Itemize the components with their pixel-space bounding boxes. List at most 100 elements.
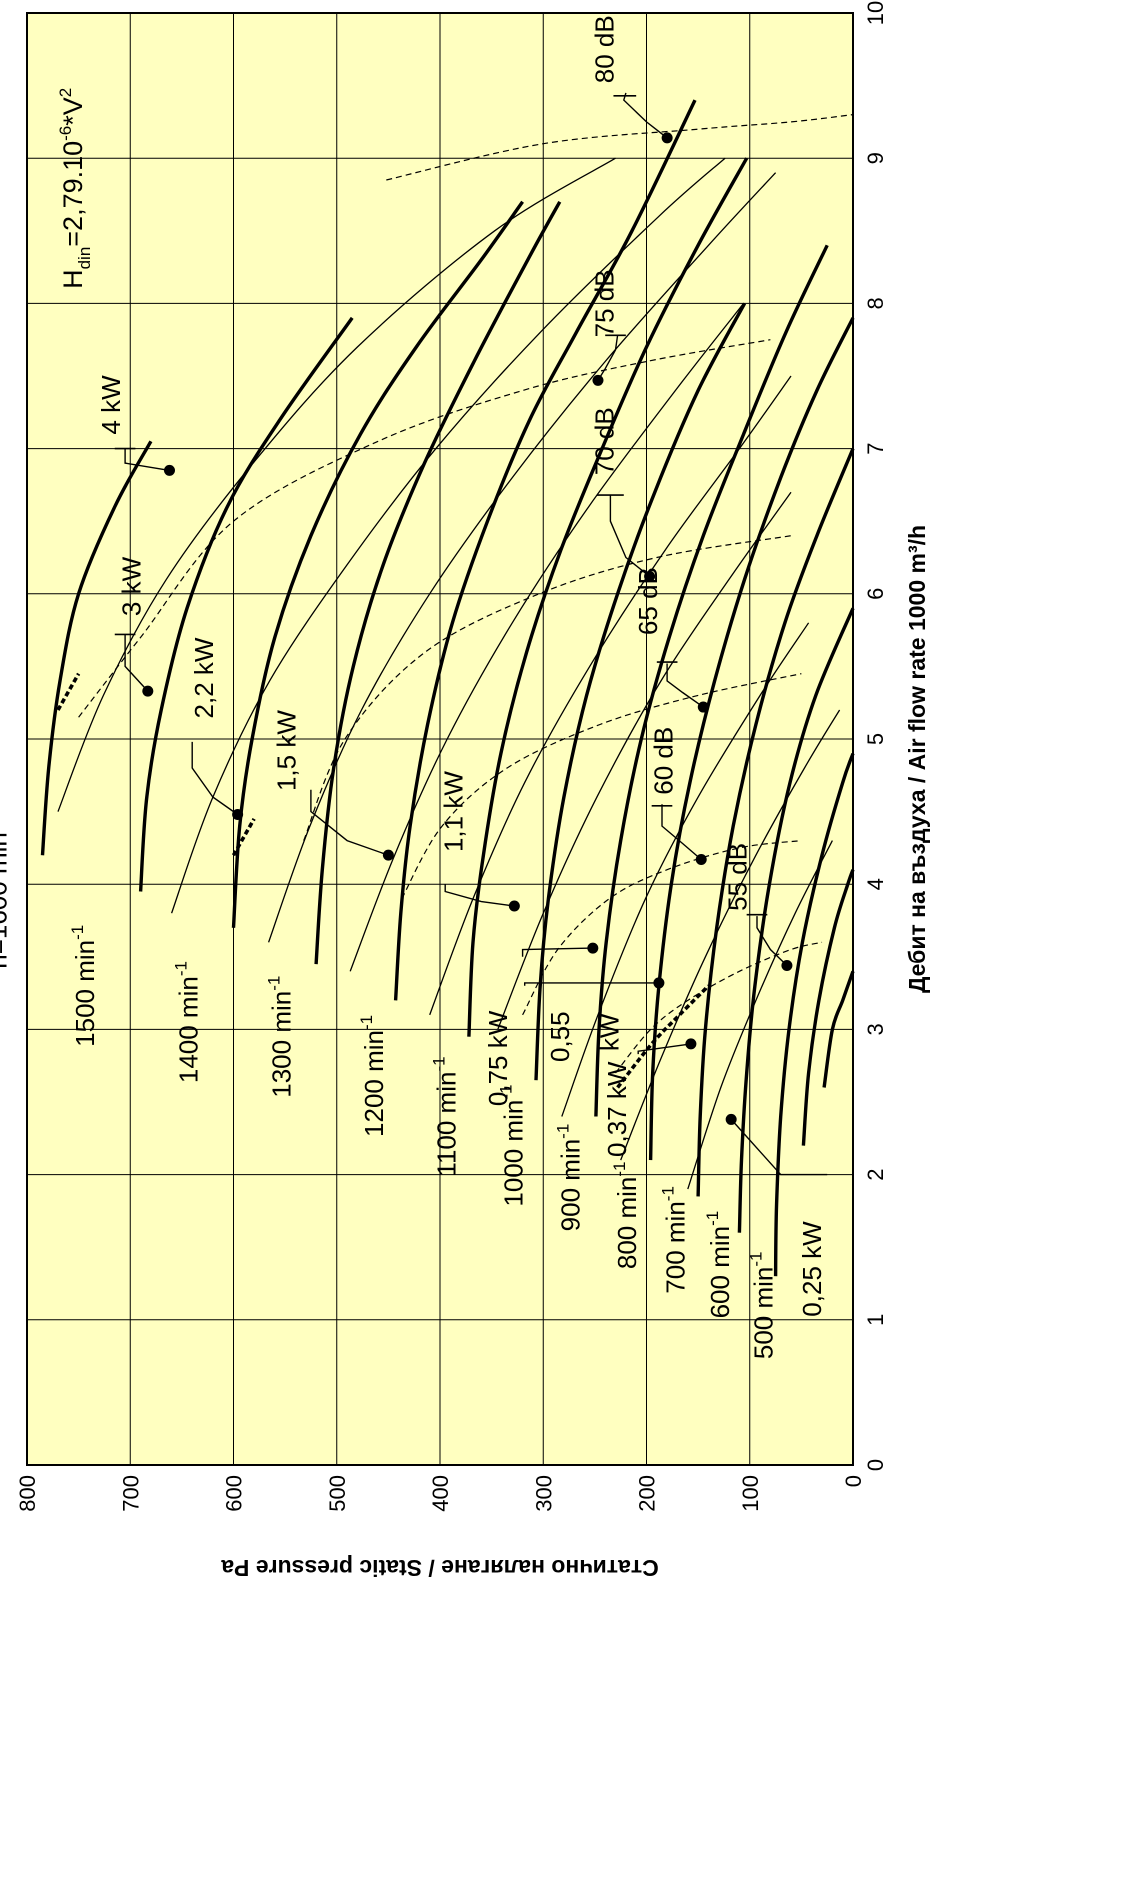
leader-line xyxy=(756,916,788,967)
y-tick-label: 500 xyxy=(325,1475,350,1512)
curve-label: 75 dB xyxy=(590,269,620,337)
speed-curve xyxy=(534,302,747,1081)
speed-curve-extension xyxy=(822,970,855,1088)
curve-label-superscript: -1 xyxy=(747,1251,766,1266)
curve-label-text: 3 kW xyxy=(117,556,147,616)
curve-label: 1000 min-1 xyxy=(497,1085,529,1207)
curve-label: 3 kW xyxy=(117,556,147,616)
curve-label: 1500 min-1 xyxy=(68,925,100,1047)
x-tick-label: 10 xyxy=(863,1,888,25)
curve-label: 2,2 kW xyxy=(189,637,219,718)
y-tick-label: 100 xyxy=(738,1475,763,1512)
curve-label-text: 1200 min xyxy=(359,1030,389,1137)
curve-label: 1,5 kW xyxy=(271,710,301,791)
curve-label-text: 1,5 kW xyxy=(271,710,301,791)
formula-tail: *V xyxy=(58,97,88,126)
x-tick-label: 7 xyxy=(863,442,888,454)
y-tick-label: 700 xyxy=(118,1475,143,1512)
curve-label: 4 kW xyxy=(96,375,126,435)
curve-label-text: 1000 min xyxy=(499,1100,529,1207)
leader-line xyxy=(444,884,515,907)
curve-label: 0,55 xyxy=(545,1011,575,1062)
curve-label: 70 dB xyxy=(590,407,620,475)
curve-label-superscript: -1 xyxy=(68,925,87,940)
speed-curve xyxy=(393,99,697,1001)
curve-label-text: 4 kW xyxy=(96,375,126,435)
leader-line xyxy=(609,495,651,577)
curve-label-text: 75 dB xyxy=(590,269,620,337)
y-tick-label: 600 xyxy=(222,1475,247,1512)
x-tick-label: 0 xyxy=(863,1459,888,1471)
curve-layer xyxy=(40,99,855,1277)
curve-label-superscript: -1 xyxy=(610,1161,629,1176)
curve-label: 0,75 kW xyxy=(483,1010,513,1106)
curve-label-text: kW xyxy=(595,1013,625,1051)
curve-label-text: 800 min xyxy=(612,1177,642,1270)
x-axis-title: Дебит на въздуха / Air flow rate 1000 m³… xyxy=(904,525,930,993)
y-tick-label: 400 xyxy=(428,1475,453,1512)
curve-label-text: 1,1 kW xyxy=(439,771,469,852)
curve-label: 1400 min-1 xyxy=(171,961,203,1083)
curve-label-superscript: -1 xyxy=(264,976,283,991)
leader-dot xyxy=(781,960,793,972)
formula-label: Hdin=2,79.10-6*V2 xyxy=(56,88,94,289)
axis-layer: 0123456789100100200300400500600700800Деб… xyxy=(15,1,930,1581)
curve-label-text: 1400 min xyxy=(173,976,203,1083)
curve-label-text: 900 min xyxy=(555,1139,585,1232)
leader-line xyxy=(666,663,704,708)
leader-line xyxy=(597,335,619,381)
curve-label-text: 65 dB xyxy=(633,567,663,635)
leader-line xyxy=(191,741,239,816)
curve-label: 1300 min-1 xyxy=(264,976,296,1098)
curve-label-text: 0,37 kW xyxy=(602,1061,632,1157)
formula-exponent: 2 xyxy=(56,88,75,97)
speed-curve xyxy=(773,752,855,1277)
leader-dot xyxy=(592,374,604,386)
curve-label-text: 1300 min xyxy=(266,991,296,1098)
noise-curve xyxy=(522,840,802,1016)
x-tick-label: 8 xyxy=(863,297,888,309)
leader-dot xyxy=(695,854,707,866)
leader-dot xyxy=(508,900,520,912)
curve-label: 600 min-1 xyxy=(703,1211,735,1319)
speed-curve xyxy=(594,244,829,1117)
curve-label: kW xyxy=(595,1013,625,1051)
curve-label-text: 0,55 xyxy=(545,1011,575,1062)
noise-curve xyxy=(386,114,854,181)
power-curve xyxy=(349,302,745,972)
curve-label-superscript: -1 xyxy=(497,1085,516,1100)
x-tick-label: 3 xyxy=(863,1023,888,1035)
curve-label-superscript: -1 xyxy=(357,1015,376,1030)
speed-curve xyxy=(314,200,562,965)
curve-label-text: 500 min xyxy=(749,1267,779,1360)
curve-label: 55 dB xyxy=(723,843,753,911)
curve-label-text: 1100 min xyxy=(432,1072,462,1177)
y-tick-label: 800 xyxy=(15,1475,40,1512)
curve-label-text: 0,75 kW xyxy=(483,1010,513,1106)
leader-dot xyxy=(142,685,154,697)
power-curve xyxy=(561,622,810,1117)
y-axis-title: Статично налягане / Static pressure Pa xyxy=(221,1555,659,1581)
formula-subscript: din xyxy=(75,247,94,270)
speed-curve xyxy=(40,440,153,856)
speed-curve xyxy=(648,317,855,1161)
leader-line xyxy=(730,1118,828,1176)
formula-mid: =2,79.10 xyxy=(58,141,88,247)
leader-dot xyxy=(382,849,394,861)
leader-line xyxy=(124,634,149,692)
curve-label-text: 600 min xyxy=(705,1226,735,1319)
speed-curve-extension xyxy=(801,869,855,1146)
curve-label-superscript: -1 xyxy=(659,1186,678,1201)
grid-layer xyxy=(26,12,854,1466)
leader-line xyxy=(524,982,659,986)
curve-label-text: 0,25 kW xyxy=(797,1221,827,1317)
curve-label: 500 min-1 xyxy=(747,1251,779,1359)
speed-curve xyxy=(231,200,524,928)
curve-label-text: 1500 min xyxy=(70,940,100,1047)
y-tick-label: 300 xyxy=(531,1475,556,1512)
x-tick-label: 4 xyxy=(863,878,888,890)
curve-label: 65 dB xyxy=(633,567,663,635)
curve-label: 700 min-1 xyxy=(659,1186,691,1294)
leader-line xyxy=(310,789,389,856)
